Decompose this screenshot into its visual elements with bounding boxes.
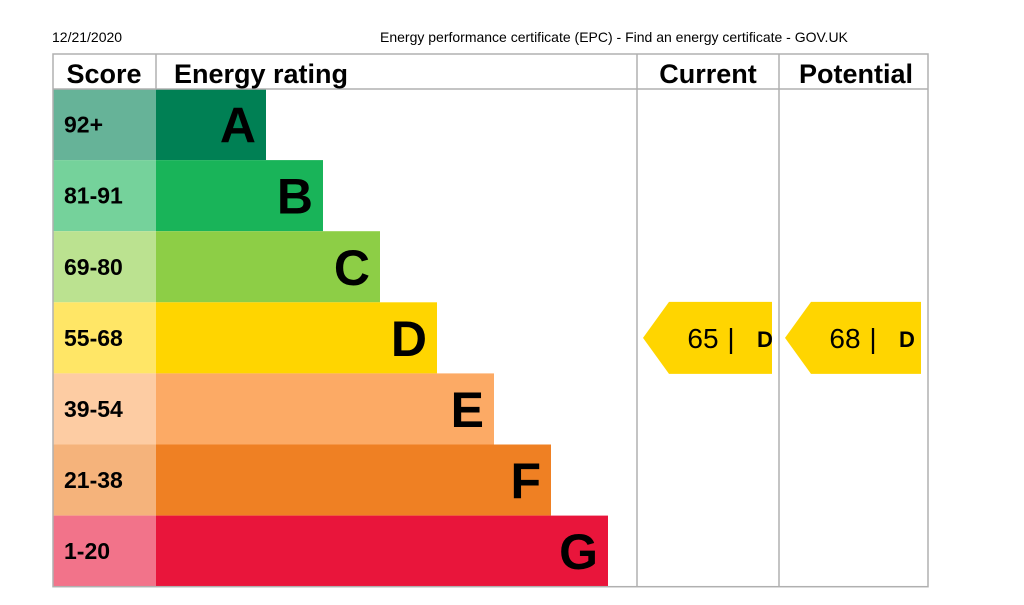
grid-layer xyxy=(52,53,929,588)
potential-arrow xyxy=(785,301,921,374)
score-label-c: 69-80 xyxy=(64,254,123,280)
table-border xyxy=(52,53,929,588)
rating-letter-b: B xyxy=(277,169,313,225)
header-title: Energy performance certificate (EPC) - F… xyxy=(380,29,848,45)
rating-letter-c: C xyxy=(334,240,370,296)
rating-letter-a: A xyxy=(220,98,256,154)
score-label-g: 1-20 xyxy=(64,538,110,564)
current-separator: | xyxy=(727,323,734,354)
column-header-current: Current xyxy=(659,59,757,89)
header-date: 12/21/2020 xyxy=(52,29,123,45)
score-cell-g xyxy=(53,515,156,587)
potential-letter: D xyxy=(899,327,915,352)
score-cell-d xyxy=(53,302,156,374)
score-cell-e xyxy=(53,373,156,445)
current-letter: D xyxy=(757,327,773,352)
rating-bar-b xyxy=(156,160,323,232)
score-label-b: 81-91 xyxy=(64,183,123,209)
score-cell-c xyxy=(53,231,156,303)
column-header-potential: Potential xyxy=(799,59,913,89)
column-header-energy-rating: Energy rating xyxy=(174,59,348,89)
current-value: 65 xyxy=(687,323,718,354)
rating-letter-f: F xyxy=(510,453,541,509)
rating-bar-c xyxy=(156,231,380,303)
score-cell-b xyxy=(53,160,156,232)
score-cell-a xyxy=(53,89,156,161)
rating-bar-d xyxy=(156,302,437,374)
potential-indicator: 68 | D xyxy=(785,301,921,374)
current-arrow xyxy=(643,301,772,374)
rating-bar-a xyxy=(156,89,266,161)
rating-bar-f xyxy=(156,444,551,516)
potential-separator: | xyxy=(869,323,876,354)
rating-bar-e xyxy=(156,373,494,445)
rating-letter-d: D xyxy=(391,311,427,367)
bands-layer: 92+ A 81-91 B 69-80 C 55-68 D 39-54 E 21-38 F 1-20 G xyxy=(53,89,608,587)
rating-bar-g xyxy=(156,515,608,587)
column-header-score: Score xyxy=(66,59,141,89)
score-label-d: 55-68 xyxy=(64,325,123,351)
indicator-layer: 65 | D 68 | D xyxy=(643,301,921,374)
score-label-e: 39-54 xyxy=(64,396,123,422)
score-label-a: 92+ xyxy=(64,112,103,138)
rating-letter-e: E xyxy=(451,382,484,438)
rating-letter-g: G xyxy=(559,524,598,580)
current-indicator: 65 | D xyxy=(643,301,773,374)
score-cell-f xyxy=(53,444,156,516)
score-label-f: 21-38 xyxy=(64,467,123,493)
potential-value: 68 xyxy=(829,323,860,354)
